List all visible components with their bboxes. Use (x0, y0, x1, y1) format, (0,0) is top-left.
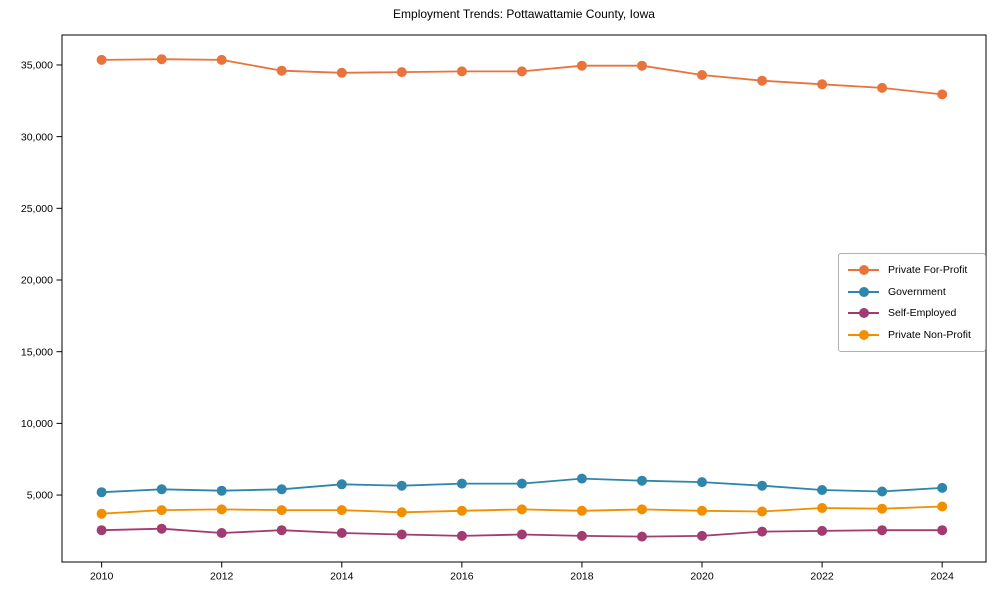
legend-item: Private For-Profit (848, 259, 977, 281)
data-point-marker (336, 67, 347, 78)
data-point-marker (216, 528, 227, 538)
y-tick-label: 30,000 (21, 131, 53, 143)
y-tick-label: 20,000 (21, 275, 53, 287)
data-point-marker (757, 526, 768, 537)
legend-line-sample (848, 330, 879, 341)
data-point-marker (456, 530, 467, 541)
data-point-marker (637, 60, 647, 71)
legend-item: Private Non-Profit (848, 324, 977, 346)
data-point-marker (336, 479, 347, 490)
legend-item: Government (848, 281, 977, 303)
x-tick-label: 2018 (570, 571, 594, 583)
legend-label: Private For-Profit (888, 263, 968, 276)
data-point-marker (877, 503, 888, 514)
y-tick-label: 25,000 (21, 203, 53, 215)
data-point-marker (937, 501, 948, 512)
data-point-marker (937, 482, 948, 493)
data-point-marker (516, 529, 527, 540)
data-point-marker (637, 531, 647, 542)
data-point-marker (877, 525, 888, 536)
legend: Private For-Profit Government Self-Employe… (838, 253, 986, 352)
data-point-marker (516, 478, 527, 489)
data-point-marker (156, 505, 167, 516)
x-tick-label: 2014 (330, 571, 354, 583)
data-point-marker (396, 67, 407, 78)
legend-line-sample (848, 286, 879, 297)
legend-marker-icon (858, 330, 869, 341)
data-point-marker (637, 504, 647, 515)
x-tick-label: 2012 (210, 571, 234, 583)
data-point-marker (576, 530, 587, 541)
data-point-marker (576, 60, 587, 71)
data-point-marker (937, 89, 948, 100)
y-tick-label: 5,000 (27, 490, 53, 502)
legend-marker-icon (858, 308, 869, 319)
data-point-marker (877, 486, 888, 497)
legend-label: Government (888, 285, 946, 298)
data-point-marker (697, 505, 707, 516)
y-tick-label: 15,000 (21, 346, 53, 358)
data-point-marker (877, 82, 888, 93)
data-point-marker (96, 525, 107, 536)
data-point-marker (216, 54, 227, 65)
data-point-marker (216, 485, 227, 496)
data-point-marker (576, 505, 587, 516)
data-point-marker (697, 477, 707, 488)
x-tick-label: 2020 (690, 571, 714, 583)
data-point-marker (96, 54, 107, 65)
legend-label: Self-Employed (888, 307, 957, 320)
legend-item: Self-Employed (848, 303, 977, 325)
data-point-marker (396, 480, 407, 491)
data-point-marker (456, 505, 467, 516)
data-point-marker (456, 478, 467, 489)
data-point-marker (516, 66, 527, 77)
data-point-marker (817, 79, 828, 90)
data-point-marker (817, 485, 828, 495)
data-point-marker (276, 525, 287, 536)
data-point-marker (817, 525, 828, 536)
legend-label: Private Non-Profit (888, 329, 971, 342)
data-point-marker (757, 506, 768, 517)
data-point-marker (96, 508, 107, 519)
y-tick-label: 10,000 (21, 418, 53, 430)
y-tick-label: 35,000 (21, 60, 53, 72)
axes-frame (61, 34, 987, 563)
data-point-marker (336, 528, 347, 538)
data-point-marker (937, 525, 948, 536)
data-point-marker (156, 54, 167, 65)
data-point-marker (516, 504, 527, 515)
data-point-marker (156, 484, 167, 495)
chart-title: Employment Trends: Pottawattamie County,… (393, 7, 655, 21)
legend-line-sample (848, 264, 879, 275)
series-line (100, 58, 944, 96)
data-point-marker (336, 505, 347, 516)
data-point-marker (757, 75, 768, 86)
data-point-marker (817, 503, 828, 513)
data-point-marker (697, 70, 707, 80)
data-point-marker (396, 507, 407, 518)
data-point-marker (156, 523, 167, 534)
data-point-marker (456, 66, 467, 77)
data-point-marker (96, 487, 107, 498)
x-tick-label: 2016 (450, 571, 474, 583)
data-point-marker (576, 473, 587, 484)
legend-marker-icon (858, 264, 869, 275)
data-point-marker (697, 530, 707, 541)
x-tick-label: 2022 (810, 571, 834, 583)
data-point-marker (396, 529, 407, 540)
x-tick-label: 2010 (90, 571, 114, 583)
data-point-marker (637, 475, 647, 486)
data-point-marker (276, 505, 287, 516)
data-point-marker (757, 480, 768, 491)
data-point-marker (216, 504, 227, 515)
legend-marker-icon (858, 286, 869, 297)
data-point-marker (276, 484, 287, 495)
x-tick-label: 2024 (930, 571, 954, 583)
data-point-marker (276, 65, 287, 76)
legend-line-sample (848, 308, 879, 319)
